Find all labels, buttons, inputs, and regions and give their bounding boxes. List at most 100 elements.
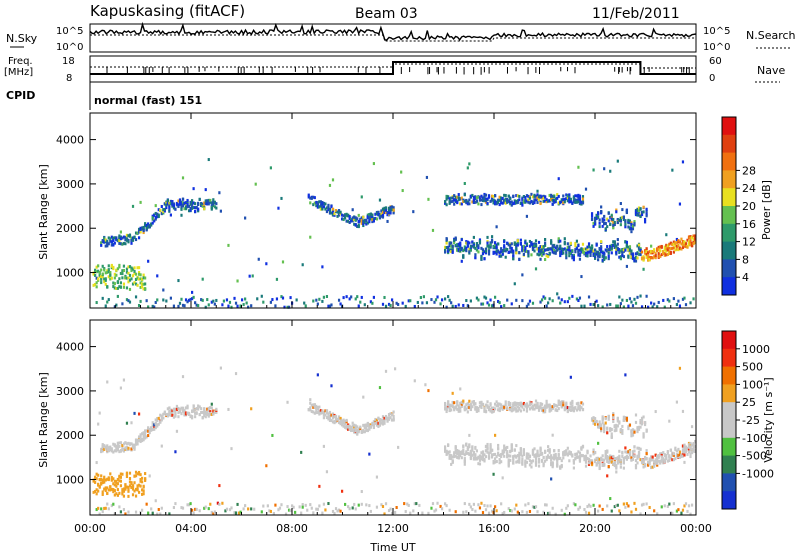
data-cell bbox=[501, 476, 504, 480]
data-cell bbox=[522, 401, 525, 405]
data-cell bbox=[581, 250, 585, 254]
data-cell bbox=[453, 198, 456, 202]
data-cell bbox=[601, 454, 604, 458]
data-cell bbox=[480, 403, 483, 407]
data-cell bbox=[368, 504, 371, 508]
data-cell bbox=[497, 402, 500, 406]
data-cell bbox=[180, 412, 183, 416]
data-cell bbox=[450, 408, 453, 412]
data-cell bbox=[592, 416, 595, 420]
data-cell bbox=[574, 406, 577, 410]
data-cell bbox=[219, 366, 222, 370]
data-cell bbox=[104, 240, 107, 244]
data-cell bbox=[663, 248, 666, 252]
data-cell bbox=[486, 504, 489, 508]
data-cell bbox=[121, 443, 124, 447]
data-cell bbox=[134, 442, 138, 446]
data-cell bbox=[590, 214, 594, 218]
data-cell bbox=[447, 246, 450, 250]
colorbar-swatch bbox=[722, 152, 736, 171]
data-cell bbox=[487, 408, 491, 412]
data-cell bbox=[227, 407, 230, 411]
data-cell bbox=[186, 205, 189, 209]
data-cell bbox=[371, 213, 374, 217]
data-cell bbox=[495, 400, 498, 404]
data-cell bbox=[503, 244, 506, 248]
data-cell bbox=[610, 246, 613, 250]
data-cell bbox=[506, 407, 509, 411]
data-cell bbox=[587, 511, 591, 515]
data-cell bbox=[351, 208, 354, 212]
data-cell bbox=[550, 463, 553, 467]
freq-tick-left-high: 18 bbox=[62, 56, 75, 67]
data-cell bbox=[204, 202, 207, 206]
data-cell bbox=[628, 423, 632, 427]
data-cell bbox=[112, 482, 115, 486]
data-cell bbox=[509, 401, 512, 405]
data-cell bbox=[453, 406, 456, 410]
data-cell bbox=[125, 238, 129, 242]
data-cell bbox=[444, 248, 447, 252]
data-cell bbox=[468, 502, 471, 506]
data-cell bbox=[121, 472, 124, 476]
data-cell bbox=[144, 287, 147, 291]
data-cell bbox=[543, 459, 547, 463]
data-cell bbox=[616, 221, 619, 225]
data-cell bbox=[560, 459, 563, 463]
data-cell bbox=[566, 194, 569, 198]
data-cell bbox=[666, 244, 669, 248]
data-cell bbox=[478, 240, 482, 244]
data-cell bbox=[453, 451, 456, 455]
data-cell bbox=[445, 305, 448, 309]
data-cell bbox=[107, 298, 110, 302]
data-cell bbox=[234, 511, 238, 515]
data-cell bbox=[525, 199, 529, 203]
data-cell bbox=[390, 205, 394, 209]
data-cell bbox=[445, 246, 448, 250]
data-cell bbox=[222, 299, 226, 303]
data-cell bbox=[156, 417, 159, 421]
data-cell bbox=[627, 248, 630, 252]
data-cell bbox=[536, 247, 539, 251]
data-cell bbox=[389, 412, 392, 416]
data-cell bbox=[218, 502, 221, 506]
data-cell bbox=[621, 424, 624, 428]
data-cell bbox=[141, 285, 144, 289]
data-cell bbox=[339, 212, 342, 216]
data-cell bbox=[543, 258, 547, 262]
data-cell bbox=[593, 256, 597, 260]
data-cell bbox=[663, 245, 666, 249]
data-cell bbox=[551, 433, 554, 437]
data-cell bbox=[542, 406, 545, 410]
data-cell bbox=[457, 452, 460, 456]
data-cell bbox=[597, 423, 600, 427]
data-cell bbox=[624, 446, 627, 450]
data-cell bbox=[116, 477, 119, 481]
data-cell bbox=[500, 247, 503, 251]
data-cell bbox=[147, 429, 150, 433]
data-cell bbox=[507, 460, 510, 464]
data-cell bbox=[568, 254, 571, 258]
data-cell bbox=[609, 429, 612, 433]
data-cell bbox=[383, 419, 386, 423]
data-cell bbox=[551, 407, 554, 411]
data-cell bbox=[145, 226, 148, 230]
data-cell bbox=[366, 213, 369, 217]
data-cell bbox=[448, 201, 451, 205]
data-cell bbox=[622, 218, 625, 222]
data-cell bbox=[328, 211, 332, 215]
data-cell bbox=[103, 268, 106, 272]
data-cell bbox=[466, 410, 469, 414]
data-cell bbox=[298, 505, 301, 509]
data-cell bbox=[127, 276, 130, 280]
data-cell bbox=[362, 224, 365, 228]
data-cell bbox=[515, 298, 518, 302]
data-cell bbox=[116, 446, 119, 450]
data-cell bbox=[627, 304, 630, 308]
data-cell bbox=[587, 295, 591, 299]
data-cell bbox=[459, 246, 462, 250]
data-cell bbox=[601, 418, 604, 422]
data-cell bbox=[284, 512, 288, 516]
data-cell bbox=[657, 455, 660, 459]
data-cell bbox=[137, 435, 141, 439]
